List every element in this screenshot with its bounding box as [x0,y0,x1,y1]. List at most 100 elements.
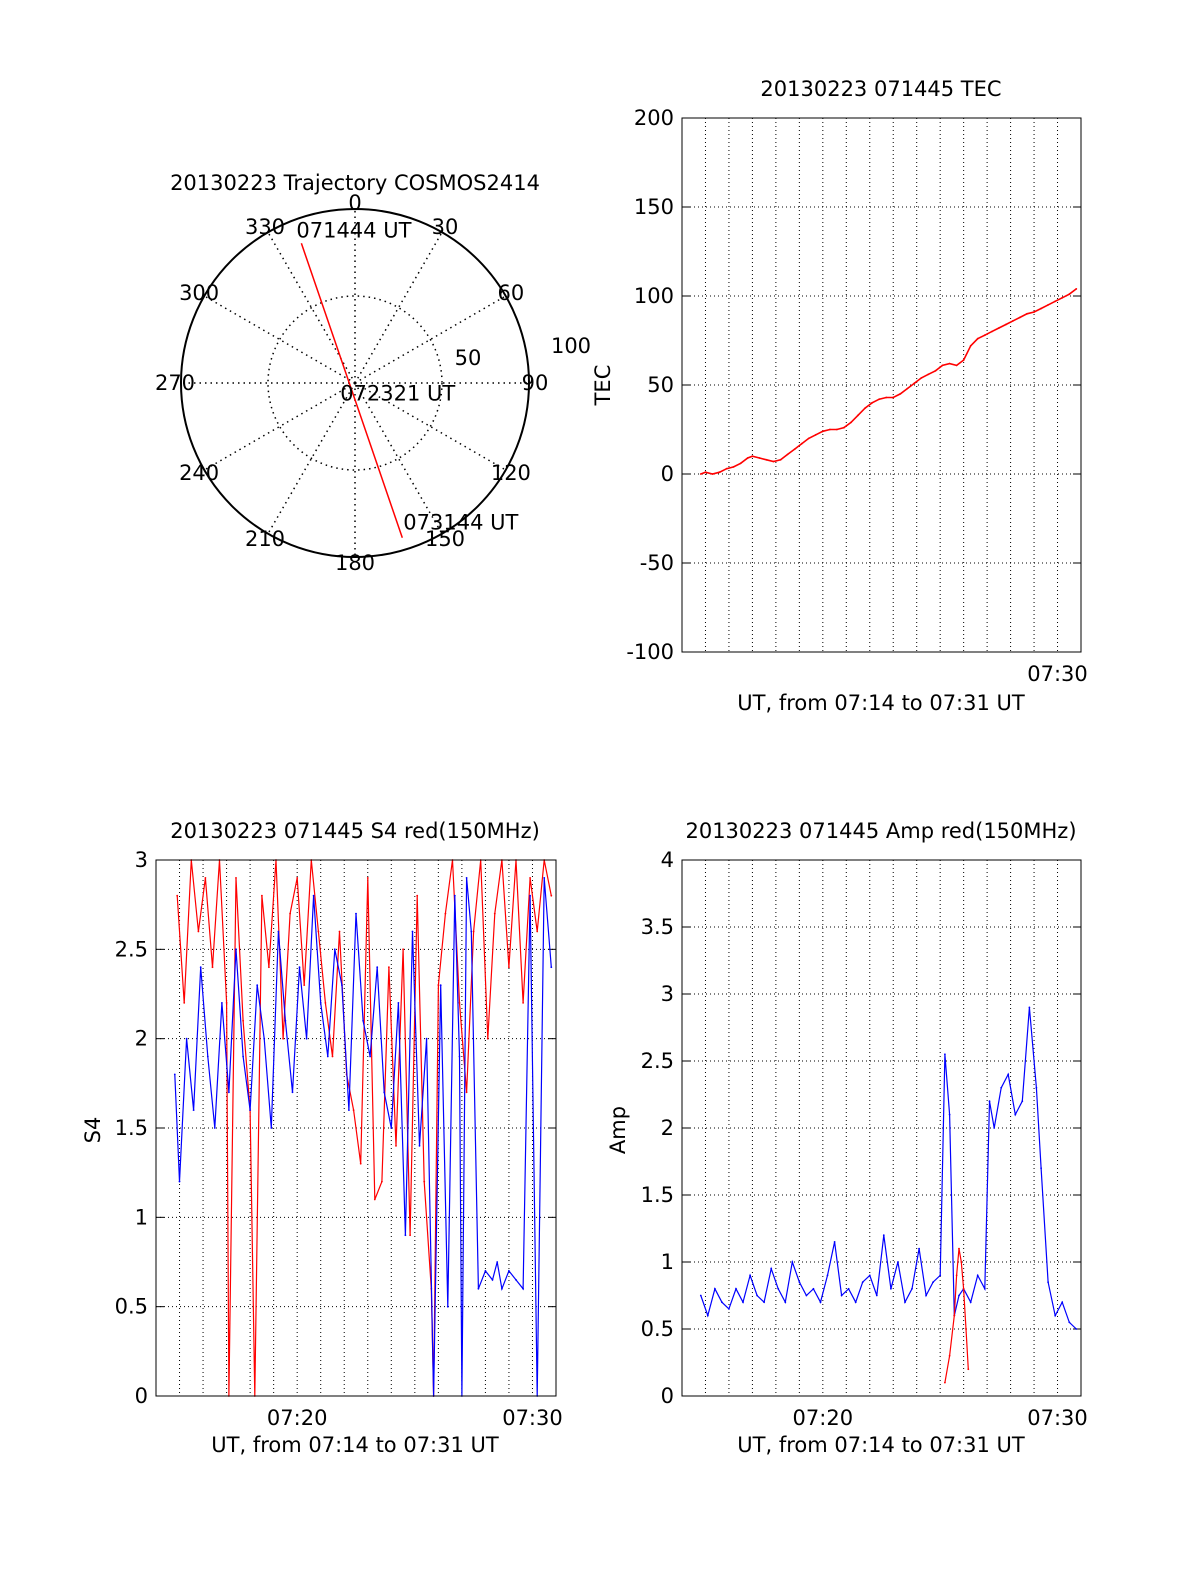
amp-series-1-point [969,1301,972,1304]
amp-series-1-point [1068,1321,1071,1324]
amp-series-1-point [805,1294,808,1297]
s4-xlabel: UT, from 07:14 to 07:31 UT [211,1433,499,1457]
amp-series-1-point [812,1287,815,1290]
tec-series-1-point [1026,312,1028,315]
s4-series-2-point [529,894,531,897]
tec-series-1-point [976,337,979,340]
tec-series-1-point [704,471,707,474]
polar-outer-ring [180,208,530,558]
s4-series-2-point [213,1127,216,1129]
tec-series-1-point [920,377,923,379]
s4-series-1-point [303,984,306,986]
track-end-label: 073144 UT [403,511,518,535]
s4-series-1-point [289,912,291,915]
amp-ylabel: Amp [606,1106,630,1154]
polar-azimuth-label: 240 [179,461,219,485]
polar-azimuth-labels: 0 30 60 90 120 150 180 210 240 270 300 330 [155,191,548,575]
s4-series-2-point [453,894,456,897]
s4-series-1-point [211,966,214,969]
s4-series-2-point [312,894,315,897]
tec-title: 20130223 071445 TEC [760,77,1001,101]
s4-plot-frame [155,859,557,1397]
s4-series-1-point [388,966,390,969]
amp-ytick-label: 1 [661,1250,674,1274]
s4-series-1-point [204,877,207,879]
s4-xtick-label: 07:30 [502,1406,563,1430]
tec-series-1-point [1068,293,1071,296]
s4-series-1-point [359,1162,362,1165]
s4-series-2-point [425,1037,428,1040]
s4-series-2-point [333,948,336,951]
s4-series-1-point [352,1109,355,1111]
amp-series-1-line [700,1007,1077,1330]
s4-series-1-point [416,894,419,897]
polar-spoke [354,382,507,471]
tec-series-1-point [1033,311,1035,313]
tec-series-1-point [927,373,930,376]
amp-series-2-line [944,1248,969,1383]
tec-series-1-point [765,458,768,461]
polar-azimuth-label: 30 [432,215,459,239]
amp-series-1-point [1061,1301,1064,1304]
s4-series-2-point [173,1073,176,1076]
polar-azimuth-label: 270 [155,371,195,395]
polar-spoke [354,382,443,535]
s4-series-2-point [404,1234,407,1237]
tec-series-1-point [1005,323,1007,326]
s4-series-2-point [263,1037,266,1040]
track-start-label: 071444 UT [296,218,411,242]
polar-azimuth-label: 180 [335,551,375,575]
s4-series-1-point [465,1091,468,1094]
amp-series-1-point [721,1301,723,1304]
amp-series-1-point [939,1274,942,1277]
amp-series-2-point [955,1274,958,1277]
amp-series-2-point [948,1354,951,1357]
s4-series-2-point [249,1109,252,1111]
amp-xtick-label: 07:20 [793,1406,854,1430]
tec-series-1-point [746,457,749,459]
amp-ytick-label: 1.5 [641,1183,674,1207]
amp-x-tick-labels: 07:20 07:30 [793,1406,1088,1430]
amp-series-1-point [925,1294,927,1297]
s4-series-2-point [221,1002,223,1004]
amp-plot: 20130223 071445 Amp red(150MHz) Amp UT, … [606,819,1088,1457]
tec-gridlines [682,117,1081,653]
s4-series-1-point [550,894,553,897]
tec-series-1-point [864,407,866,409]
s4-series-2-point [291,1091,294,1094]
s4-series-2-point [390,1127,393,1129]
amp-series-1-point [714,1287,716,1290]
polar-azimuth-label: 0 [348,191,361,215]
s4-series-2-point [185,1037,188,1040]
amp-series-1-point [1040,1167,1042,1170]
amp-xtick-label: 07:30 [1027,1406,1088,1430]
s4-series-2-point [270,1127,273,1129]
s4-series-1-point [373,1198,376,1201]
s4-series-2-point [376,966,379,969]
amp-series-1-point [993,1127,996,1129]
tec-series-1-point [1075,288,1078,290]
tec-series-1-point [1040,307,1042,310]
polar-azimuth-label: 210 [245,527,285,551]
amp-xlabel: UT, from 07:14 to 07:31 UT [737,1433,1025,1457]
tec-ytick-label: 0 [661,462,674,486]
tec-series-1-point [739,462,742,465]
amp-series-1-point [798,1281,801,1283]
amp-series-1-point [1007,1073,1010,1076]
amp-series-1-point [948,1113,951,1116]
amp-title: 20130223 071445 Amp red(150MHz) [685,819,1076,843]
amp-series-1-point [988,1100,991,1103]
amp-series-2-point [958,1247,960,1250]
s4-series-2-point [397,1002,400,1004]
tec-series-1-point [906,387,909,390]
amp-series-1-point [932,1281,934,1283]
amp-series-1-point [1047,1281,1049,1283]
amp-ytick-label: 4 [661,848,674,872]
s4-series-2-point [411,930,414,933]
amp-series-1-point [1054,1314,1057,1317]
tec-series-1-point [786,453,789,456]
s4-y-tick-labels: 3 2.5 2 1.5 1 0.5 0 [115,848,148,1408]
tec-series-1-point [955,364,958,367]
tec-ytick-label: 150 [634,195,674,219]
amp-series-1-point [819,1301,822,1304]
